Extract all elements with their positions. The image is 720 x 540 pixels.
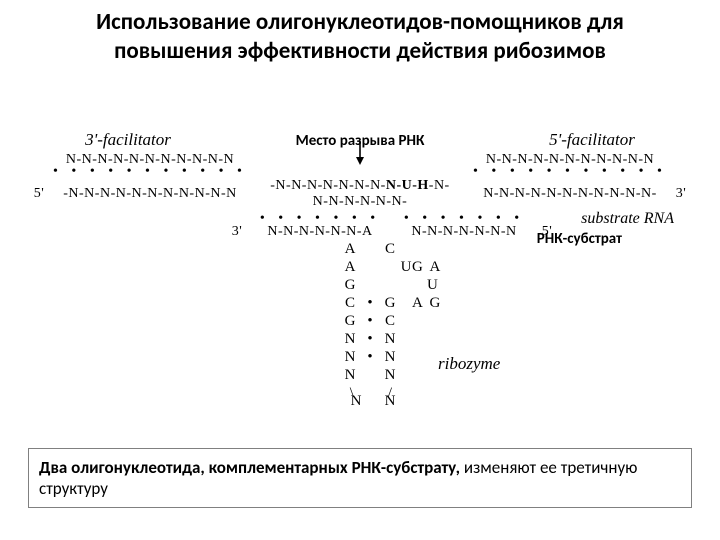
stem-row: C•GA G [340, 294, 510, 312]
stem-row: G•C [340, 312, 510, 330]
substrate-rna-label-en: substrate RNA [581, 210, 674, 228]
stem-row: \/ [340, 384, 510, 392]
caption-bold: Два олигонуклеотида, комплементарных РНК… [39, 457, 464, 478]
substrate-strand-row: 5' -N-N-N-N-N-N-N-N-N-N-N -N-N-N-N-N-N-N… [28, 178, 692, 210]
ribozyme-arm-seq: 3' N-N-N-N-N-N-A N-N-N-N-N-N-N 5' [226, 224, 558, 240]
substrate-left-seq: -N-N-N-N-N-N-N-N-N-N-N [50, 186, 250, 202]
bp-dots-ribozyme: • • • • • • • • • • • • • • [226, 216, 558, 224]
title-line1: Использование олигонуклеотидов-помощнико… [96, 8, 624, 36]
bp-dots-top: • • • • • • • • • • • • • • • • • • • • … [28, 168, 692, 176]
ribozyme-diagram: 3'-facilitator Место разрыва РНК 5'-faci… [28, 130, 692, 210]
ribozyme-arm-right: N-N-N-N-N-N-N [392, 224, 536, 240]
substrate-3-end: 3' [670, 186, 692, 202]
substrate-right-seq: N-N-N-N-N-N-N-N-N-N-N- [470, 186, 670, 202]
stem-row: G U [340, 276, 510, 294]
stem-row: NN [340, 392, 510, 410]
ribozyme-core: AC AUG A G U C•GA G G•C N•N N•N NN \/ NN [340, 240, 510, 410]
stem-row: N•N [340, 330, 510, 348]
ribozyme-label: ribozyme [438, 354, 500, 374]
substrate-center-seq: -N-N-N-N-N-N-N-N-U-H-N-N-N-N-N-N-N- [266, 178, 454, 210]
facilitator-5-label: 5'-facilitator [492, 130, 692, 150]
cleavage-arrow-icon [354, 153, 366, 167]
facilitator-3-label: 3'-facilitator [28, 130, 228, 150]
slide-title: Использование олигонуклеотидов-помощнико… [0, 8, 720, 66]
ribozyme-3-end: 3' [226, 224, 248, 240]
ribozyme-arm-left: N-N-N-N-N-N-A [248, 224, 392, 240]
caption-box: Два олигонуклеотида, комплементарных РНК… [28, 448, 692, 509]
stem-row: AC [340, 240, 510, 258]
ribozyme-arms: • • • • • • • • • • • • • • 3' N-N-N-N-N… [226, 216, 558, 240]
stem-row: AUG A [340, 258, 510, 276]
title-line2: повышения эффективности действия рибозим… [114, 37, 606, 65]
ribozyme-5-end: 5' [536, 224, 558, 240]
substrate-5-end: 5' [28, 186, 50, 202]
